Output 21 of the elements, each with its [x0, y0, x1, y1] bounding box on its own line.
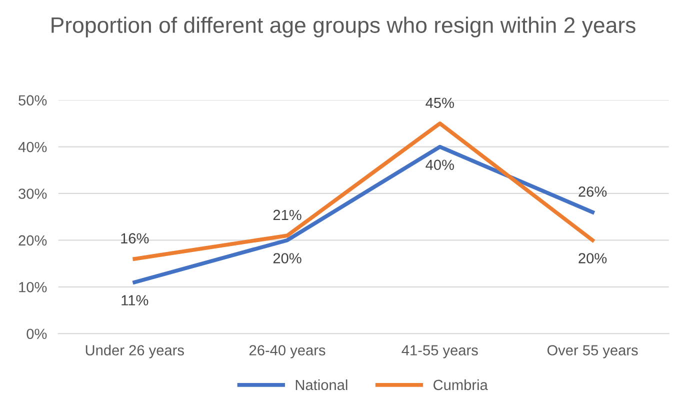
- x-tick-label: Under 26 years: [86, 344, 184, 358]
- x-tick-label: 41-55 years: [402, 345, 478, 358]
- chart-title: Proportion of different age groups who resign within 2 years: [52, 16, 636, 38]
- x-tick-label: Over 55 years: [547, 345, 638, 358]
- y-tick-label: 10%: [19, 282, 47, 292]
- y-tick-label: 30%: [18, 188, 47, 199]
- data-label: 45%: [426, 98, 454, 108]
- legend-label: Cumbria: [434, 379, 488, 390]
- data-label: 16%: [121, 233, 149, 244]
- y-tick-label: 50%: [18, 95, 47, 106]
- data-label: 20%: [578, 253, 607, 264]
- y-tick-label: 20%: [18, 235, 47, 246]
- data-label: 11%: [122, 295, 148, 306]
- y-tick-label: 0%: [26, 328, 47, 340]
- data-label: 26%: [578, 186, 607, 197]
- data-label: 21%: [273, 210, 302, 220]
- data-label: 20%: [273, 253, 302, 264]
- y-tick-label: 40%: [18, 142, 47, 152]
- x-tick-label: 26-40 years: [249, 345, 326, 358]
- data-label: 40%: [426, 160, 454, 170]
- legend-label: National: [296, 379, 348, 390]
